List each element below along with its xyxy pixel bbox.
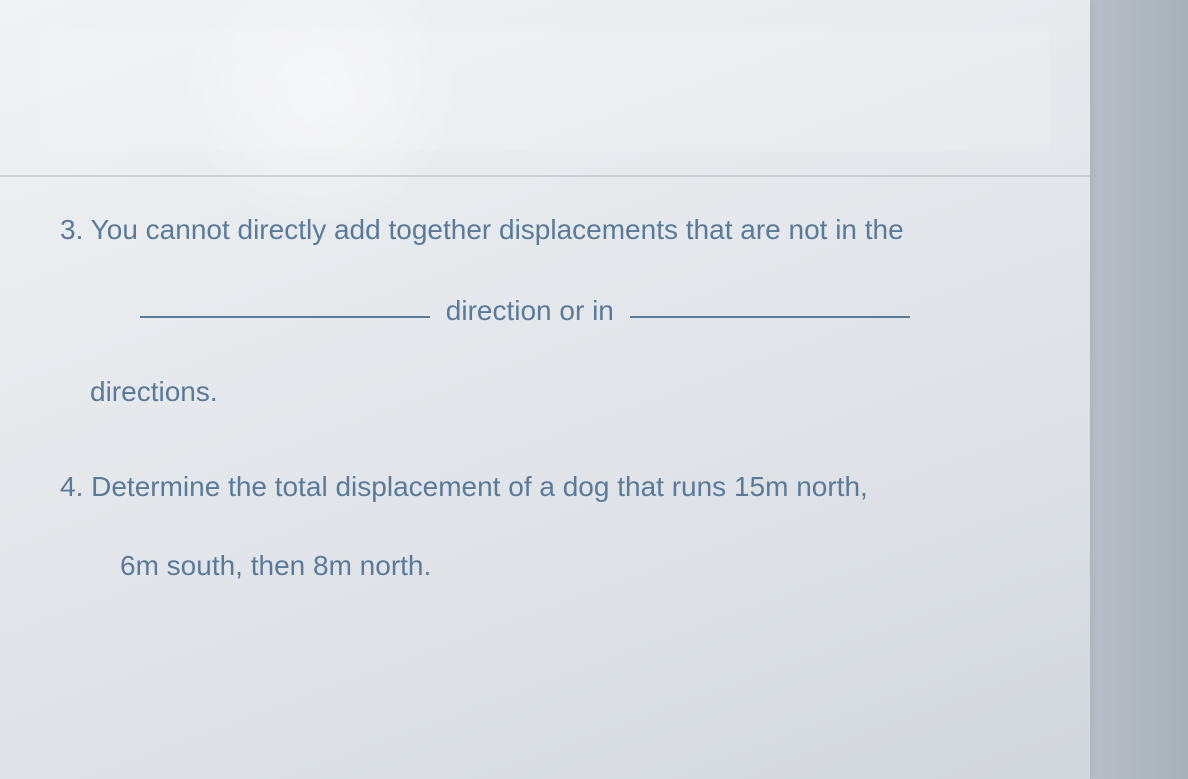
question-3-line-2: direction or in <box>140 291 1030 330</box>
fill-blank-2[interactable] <box>630 316 910 318</box>
question-4-line-2: 6m south, then 8m north. <box>120 546 1030 585</box>
section-divider <box>0 175 1090 177</box>
question-4-block: 4. Determine the total displacement of a… <box>60 467 1030 585</box>
questions-content: 3. You cannot directly add together disp… <box>60 210 1030 585</box>
question-3-text-1: You cannot directly add together displac… <box>91 214 904 245</box>
question-4-text-2: 6m south, then 8m north. <box>120 550 431 581</box>
question-3-number: 3. <box>60 214 83 245</box>
fill-blank-1[interactable] <box>140 316 430 318</box>
document-page: 3. You cannot directly add together disp… <box>0 0 1090 779</box>
question-4-text-1: Determine the total displacement of a do… <box>91 471 868 502</box>
question-4-line-1: 4. Determine the total displacement of a… <box>60 467 1030 506</box>
question-3-line-3: directions. <box>90 372 1030 411</box>
page-right-margin <box>1090 0 1188 779</box>
question-4-number: 4. <box>60 471 83 502</box>
question-3-block: 3. You cannot directly add together disp… <box>60 210 1030 412</box>
question-3-mid-text: direction or in <box>446 295 614 326</box>
question-3-text-3: directions. <box>90 376 218 407</box>
question-3-line-1: 3. You cannot directly add together disp… <box>60 210 1030 249</box>
top-blank-section <box>40 30 1050 150</box>
